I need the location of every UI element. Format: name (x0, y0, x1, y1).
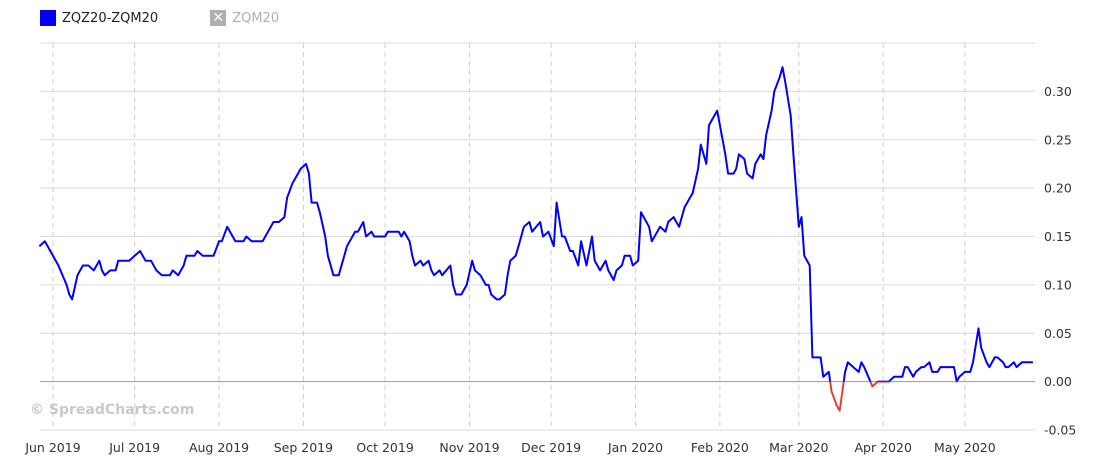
legend: ZQZ20-ZQM20 ✕ ZQM20 (40, 10, 279, 26)
x-tick-label: Jun 2019 (24, 440, 80, 455)
y-tick-label: 0.10 (1044, 277, 1072, 292)
legend-item-zqz20-zqm20[interactable]: ZQZ20-ZQM20 (40, 10, 158, 26)
x-tick-label: Sep 2019 (274, 440, 333, 455)
x-tick-label: Mar 2020 (769, 440, 828, 455)
x-tick-label: Nov 2019 (439, 440, 499, 455)
series-color-swatch-icon (40, 10, 56, 26)
series-line-negative (829, 381, 958, 412)
y-tick-label: 0.05 (1044, 326, 1072, 341)
y-tick-label: -0.05 (1044, 423, 1076, 438)
y-tick-label: 0.15 (1044, 229, 1072, 244)
x-box-icon: ✕ (210, 10, 227, 26)
y-tick-label: 0.25 (1044, 132, 1072, 147)
legend-item-zqm20[interactable]: ✕ ZQM20 (210, 10, 279, 26)
y-tick-label: 0.20 (1044, 181, 1072, 196)
x-tick-label: Jan 2020 (607, 440, 663, 455)
legend-label: ZQZ20-ZQM20 (62, 10, 159, 26)
series-layer (38, 66, 1033, 412)
watermark: © SpreadCharts.com (30, 402, 194, 418)
x-tick-label: Apr 2020 (854, 440, 911, 455)
x-axis: Jun 2019 Jul 2019 Aug 2019 Sep 2019 Oct 2019… (24, 440, 995, 455)
x-tick-label: Jul 2019 (108, 440, 160, 455)
x-tick-label: Aug 2019 (189, 440, 249, 455)
x-tick-label: Dec 2019 (521, 440, 581, 455)
y-axis: 0.30 0.25 0.20 0.15 0.10 0.05 0.00 -0.05 (1044, 84, 1076, 438)
legend-label: ZQM20 (232, 10, 280, 26)
x-tick-label: Feb 2020 (691, 440, 749, 455)
grid (40, 42, 1035, 431)
y-tick-label: 0.00 (1044, 374, 1072, 389)
x-tick-label: May 2020 (934, 440, 996, 455)
series-line-positive (38, 66, 1033, 382)
y-tick-label: 0.30 (1044, 84, 1072, 99)
x-tick-label: Oct 2019 (356, 440, 413, 455)
